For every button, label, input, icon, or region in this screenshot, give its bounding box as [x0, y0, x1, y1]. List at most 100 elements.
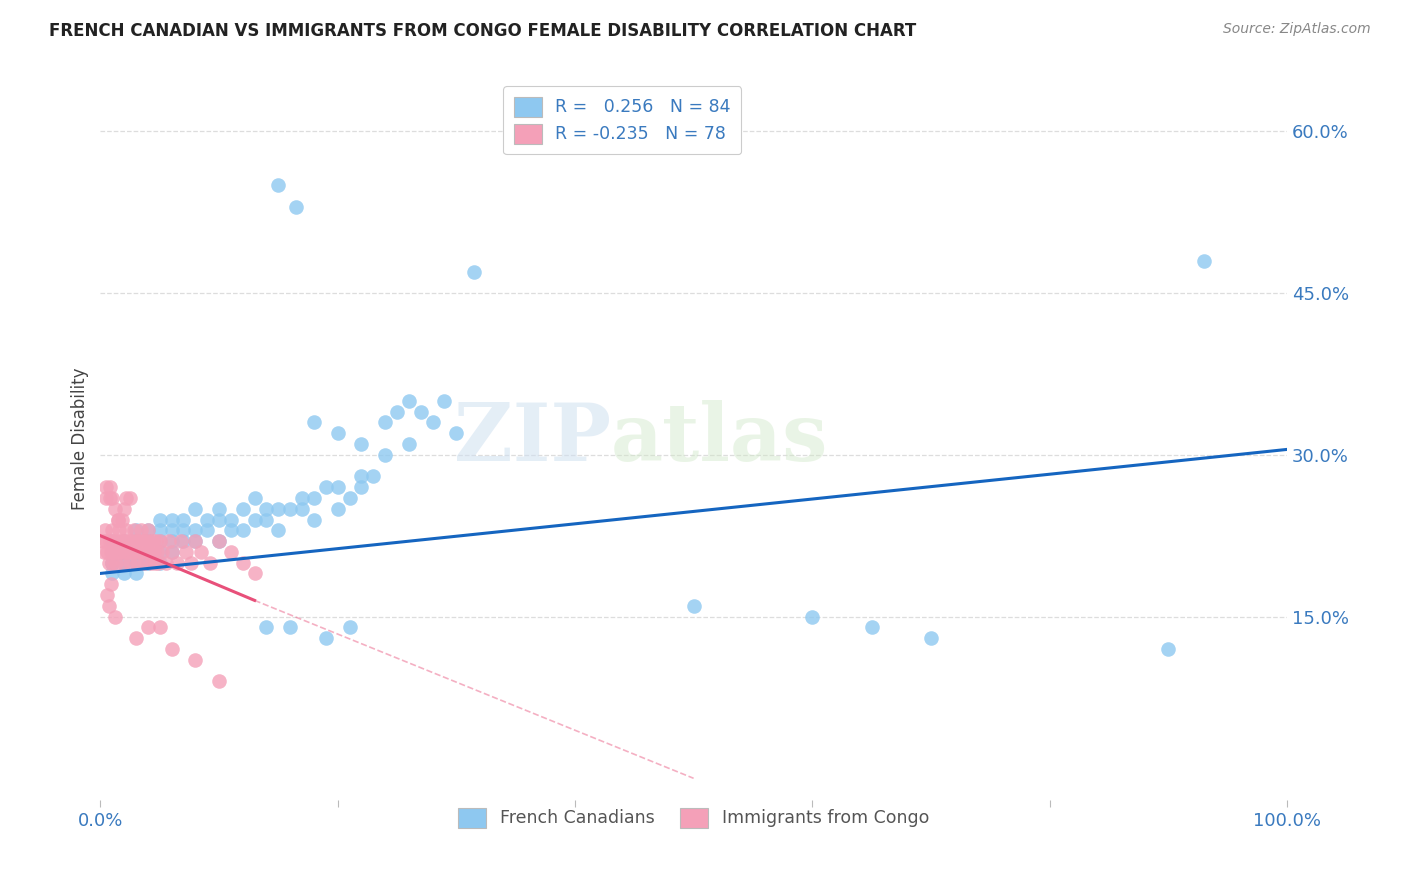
Point — [110, 534, 132, 549]
Point — [96, 491, 118, 505]
Point — [91, 534, 114, 549]
Point — [115, 491, 138, 505]
Point — [374, 416, 396, 430]
Point — [103, 545, 125, 559]
Point — [139, 545, 162, 559]
Point — [160, 545, 183, 559]
Point — [96, 534, 118, 549]
Point — [920, 631, 942, 645]
Point — [302, 512, 325, 526]
Point — [129, 524, 152, 538]
Point — [112, 545, 135, 559]
Point — [132, 545, 155, 559]
Point — [136, 534, 159, 549]
Point — [172, 512, 194, 526]
Point — [243, 566, 266, 581]
Point — [243, 512, 266, 526]
Point — [127, 534, 149, 549]
Point — [101, 545, 124, 559]
Point — [117, 534, 139, 549]
Point — [361, 469, 384, 483]
Point — [190, 545, 212, 559]
Point — [149, 545, 172, 559]
Point — [256, 512, 278, 526]
Point — [122, 524, 145, 538]
Point — [141, 556, 163, 570]
Point — [96, 545, 118, 559]
Point — [195, 512, 218, 526]
Point — [291, 491, 314, 505]
Y-axis label: Female Disability: Female Disability — [72, 368, 89, 510]
Point — [184, 501, 207, 516]
Point — [100, 577, 122, 591]
Point — [232, 501, 254, 516]
Point — [315, 480, 337, 494]
Point — [463, 264, 485, 278]
Point — [860, 620, 883, 634]
Point — [267, 178, 290, 193]
Point — [98, 534, 121, 549]
Point — [134, 556, 156, 570]
Point — [302, 491, 325, 505]
Point — [180, 556, 202, 570]
Point — [350, 480, 373, 494]
Point — [101, 556, 124, 570]
Point — [111, 512, 134, 526]
Point — [801, 609, 824, 624]
Point — [315, 631, 337, 645]
Point — [100, 545, 122, 559]
Point — [150, 545, 173, 559]
Point — [256, 501, 278, 516]
Point — [108, 524, 131, 538]
Point — [1157, 641, 1180, 656]
Point — [148, 556, 170, 570]
Point — [135, 545, 157, 559]
Point — [157, 534, 180, 549]
Point — [107, 545, 129, 559]
Point — [149, 512, 172, 526]
Point — [115, 524, 138, 538]
Point — [398, 393, 420, 408]
Point — [101, 566, 124, 581]
Point — [142, 534, 165, 549]
Point — [101, 491, 124, 505]
Point — [114, 545, 136, 559]
Point — [105, 534, 128, 549]
Point — [172, 524, 194, 538]
Point — [208, 534, 231, 549]
Point — [125, 545, 148, 559]
Point — [184, 534, 207, 549]
Point — [409, 405, 432, 419]
Point — [118, 491, 141, 505]
Point — [291, 501, 314, 516]
Point — [1192, 253, 1215, 268]
Point — [149, 620, 172, 634]
Point — [125, 545, 148, 559]
Point — [128, 545, 150, 559]
Point — [682, 599, 704, 613]
Point — [118, 545, 141, 559]
Point — [103, 609, 125, 624]
Point — [136, 524, 159, 538]
Point — [208, 674, 231, 689]
Point — [232, 524, 254, 538]
Point — [155, 556, 177, 570]
Point — [350, 437, 373, 451]
Point — [326, 501, 349, 516]
Point — [104, 556, 127, 570]
Point — [172, 534, 194, 549]
Point — [134, 534, 156, 549]
Point — [118, 556, 141, 570]
Point — [232, 556, 254, 570]
Point — [149, 534, 172, 549]
Point — [107, 512, 129, 526]
Point — [208, 501, 231, 516]
Point — [145, 534, 167, 549]
Point — [326, 480, 349, 494]
Point — [103, 534, 125, 549]
Point — [278, 501, 301, 516]
Point — [98, 480, 121, 494]
Point — [160, 534, 183, 549]
Point — [125, 524, 148, 538]
Point — [96, 480, 118, 494]
